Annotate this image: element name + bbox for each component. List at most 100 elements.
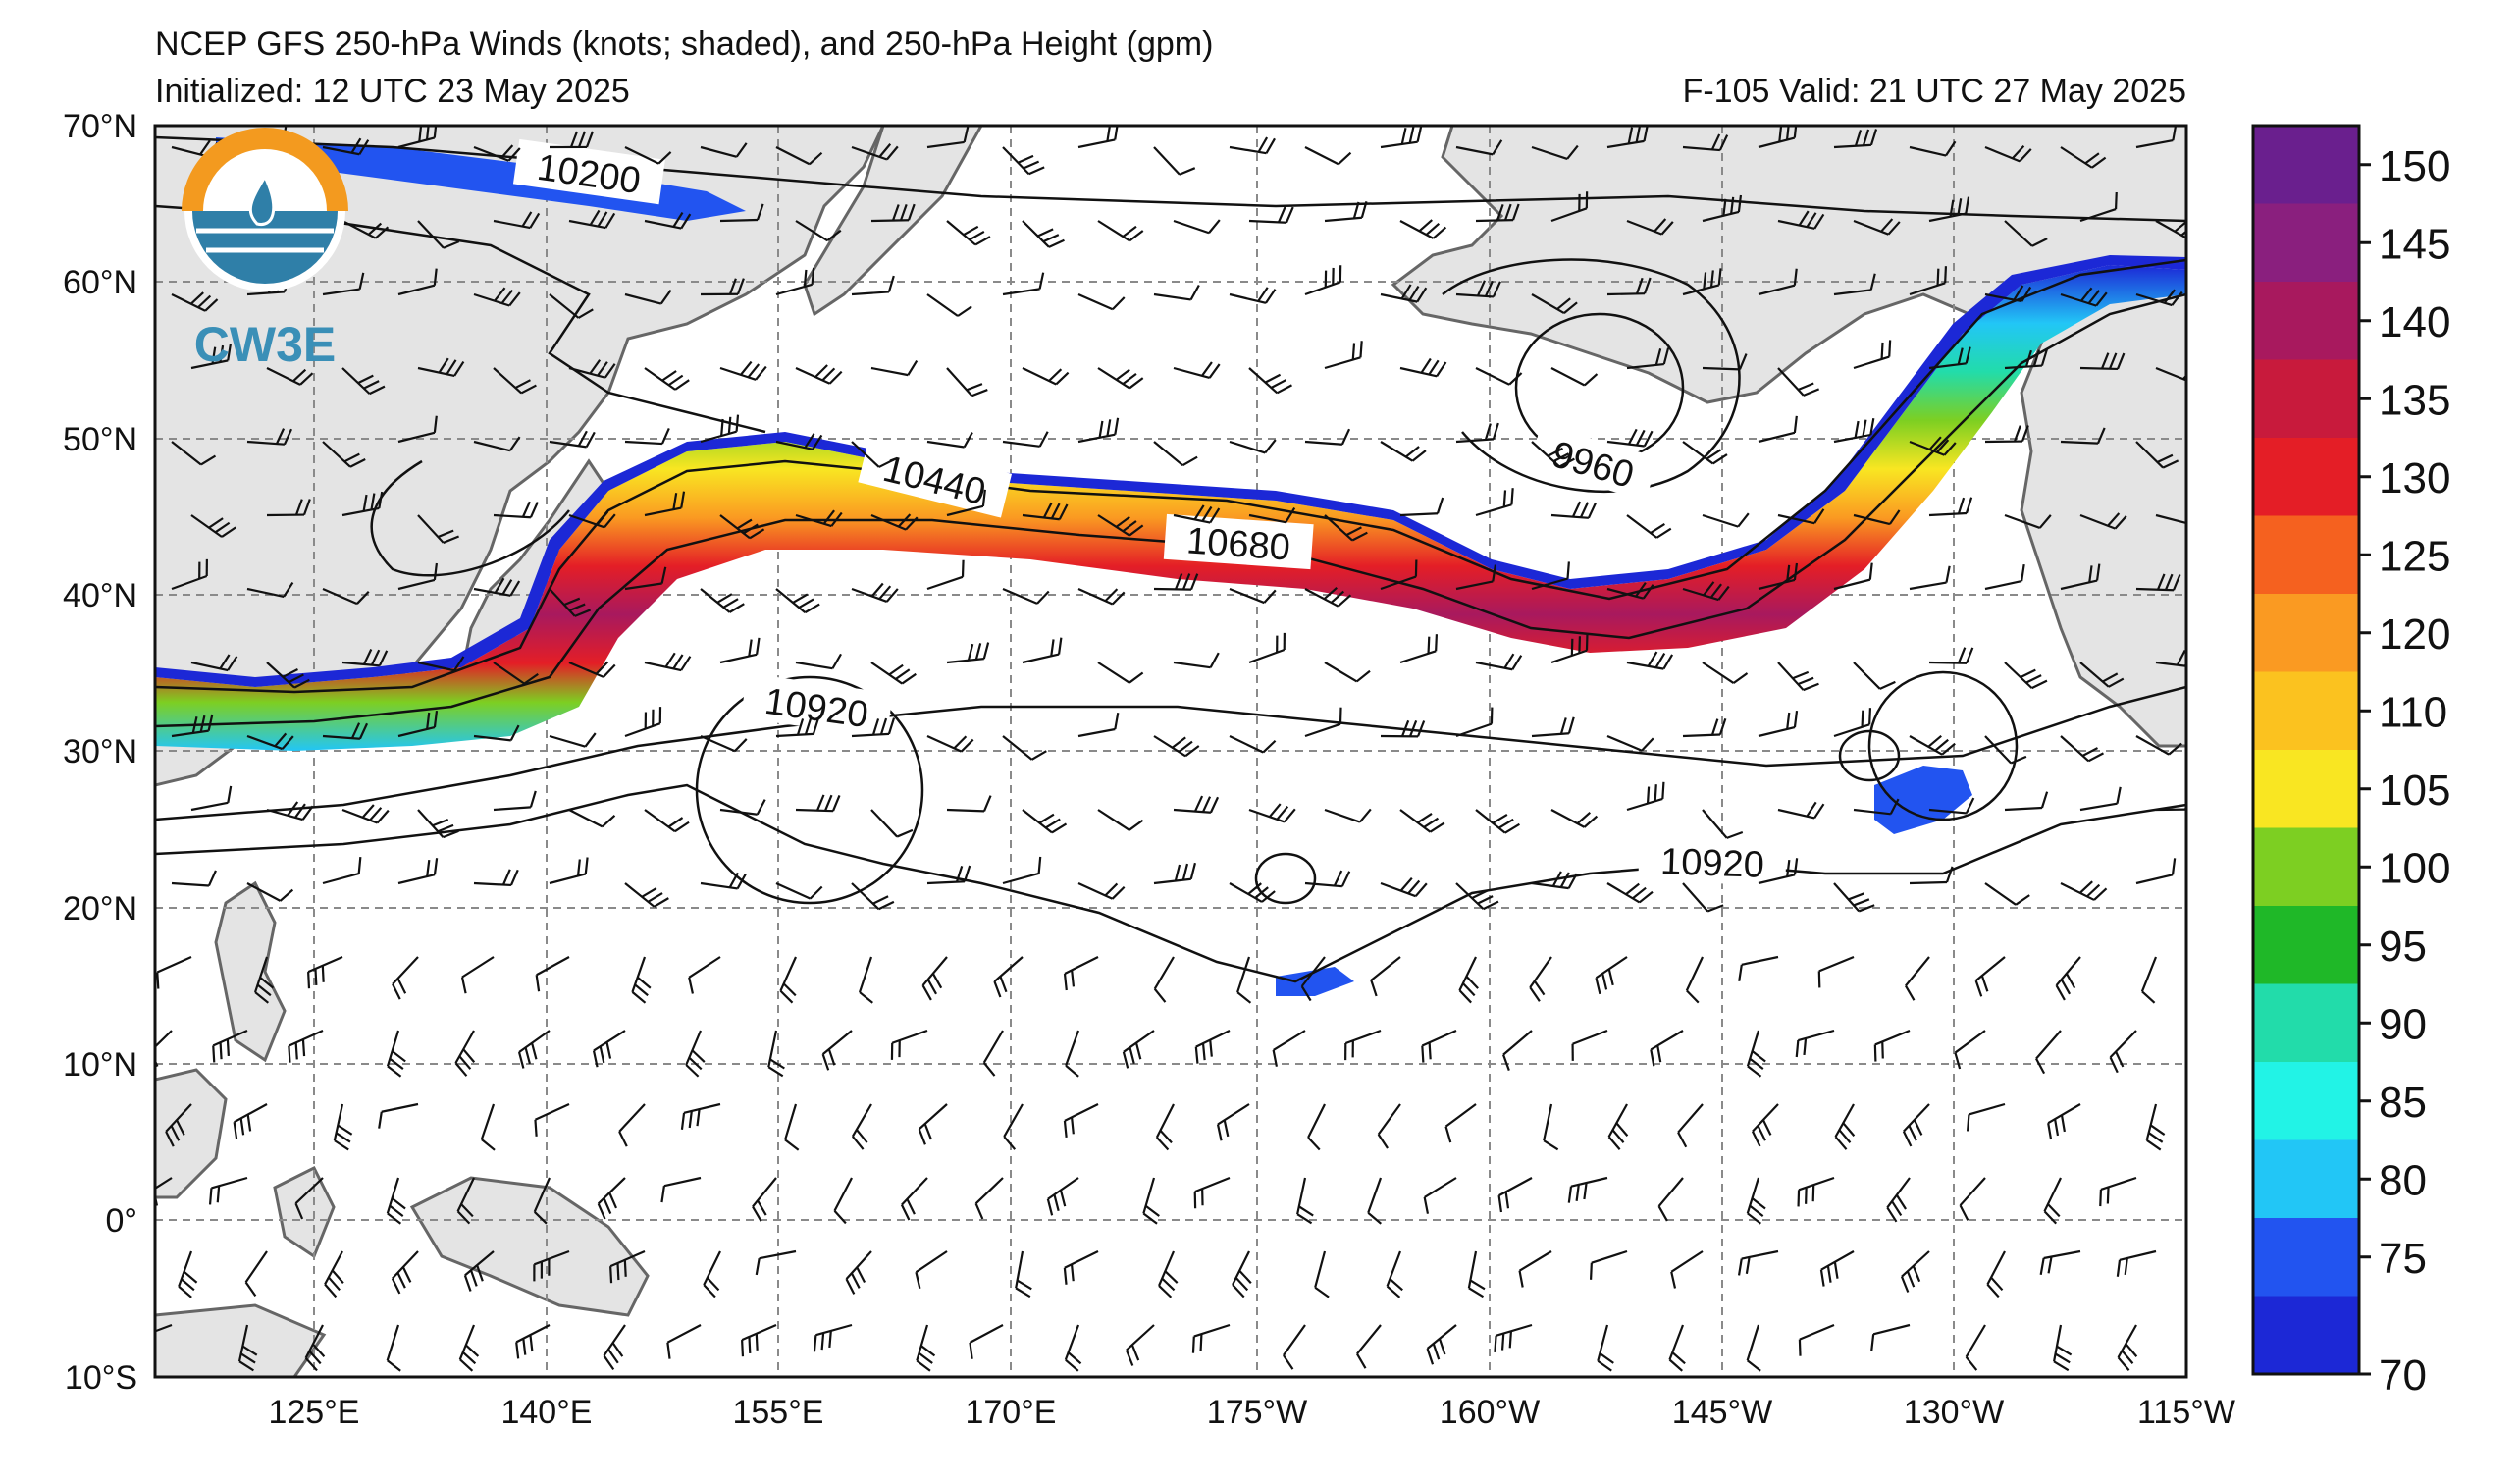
wind-barb (1606, 277, 1652, 296)
wind-barb (458, 1324, 480, 1372)
wind-barb (1003, 1103, 1024, 1150)
wind-barb (1173, 504, 1221, 524)
wind-barb (1153, 284, 1200, 301)
colorbar-swatch (2253, 126, 2359, 204)
wind-barb (1702, 353, 1748, 371)
wind-barb (515, 1324, 551, 1359)
wind-barb (1909, 734, 1956, 756)
wind-barb (1153, 956, 1175, 1003)
wind-barb (2060, 427, 2106, 445)
wind-barb (741, 1323, 777, 1357)
wind-barb (1571, 1029, 1608, 1061)
wind-barb (1097, 367, 1144, 390)
wind-barb (1367, 1177, 1383, 1225)
wind-barb (1494, 1323, 1533, 1352)
wind-barb (454, 1030, 476, 1077)
wind-barb (890, 1029, 928, 1060)
wind-barb (700, 414, 740, 444)
wind-barb (1142, 1177, 1160, 1225)
wind-barb (341, 804, 390, 824)
wind-barb (1795, 1029, 1835, 1058)
wind-barb (1229, 882, 1276, 903)
wind-barb (549, 857, 589, 885)
colorbar-swatch (2253, 203, 2359, 283)
wind-barb (534, 1102, 570, 1137)
wind-barb (946, 367, 988, 397)
colorbar-label: 85 (2379, 1079, 2427, 1127)
wind-barb (1097, 662, 1144, 684)
wind-barb (1531, 441, 1575, 468)
longitude-ticks: 125°E 140°E 155°E 170°E 175°W 160°W 145°… (268, 1394, 2234, 1431)
wind-barb (1324, 514, 1368, 542)
colorbar-swatch (2253, 827, 2359, 907)
colorbar-label: 135 (2379, 376, 2450, 424)
wind-barb (1682, 717, 1727, 738)
wind-barb (926, 432, 973, 449)
wind-barb (2055, 956, 2081, 1001)
wind-barb (266, 801, 314, 821)
wind-barb (870, 203, 916, 223)
lat-tick-label: 50°N (63, 421, 137, 458)
map-border (153, 124, 2188, 1379)
wind-barb (1685, 956, 1704, 1004)
wind-barb (2060, 146, 2107, 169)
wind-barb (982, 1030, 1004, 1077)
wind-barb (1529, 956, 1552, 1002)
wind-barb (1324, 662, 1371, 683)
wind-barb (1984, 735, 2027, 765)
wind-barb (1518, 1250, 1552, 1288)
wind-barb (1426, 1324, 1457, 1365)
wind-barb (2079, 662, 2125, 688)
wind-barb (2060, 287, 2108, 307)
colorbar-swatch (2253, 1062, 2359, 1140)
wind-barb (1475, 367, 1523, 386)
wind-barb (1626, 514, 1672, 539)
wind-barb (1304, 870, 1351, 888)
wind-barb (2043, 1177, 2062, 1225)
wind-barb (1153, 441, 1198, 467)
wind-barb (1682, 133, 1729, 152)
wind-barb (1475, 203, 1520, 223)
wind-barb (1531, 561, 1570, 591)
wind-barb (1283, 1324, 1306, 1370)
wind-barb (1746, 1030, 1766, 1078)
wind-barb (333, 1103, 353, 1151)
wind-barb (1550, 367, 1599, 387)
wind-barb (1928, 647, 1974, 664)
logo-text: CW3E (194, 317, 336, 372)
colorbar-swatch (2253, 515, 2359, 595)
wind-barb (1984, 882, 2030, 906)
wind-barb (1886, 1177, 1911, 1223)
wind-barb (1155, 1103, 1175, 1151)
valid-time: F-105 Valid: 21 UTC 27 May 2025 (1683, 73, 2186, 110)
wind-barb (1022, 809, 1068, 834)
wind-barb (1077, 881, 1126, 900)
wind-barb (1380, 559, 1418, 591)
wind-barb (156, 955, 192, 989)
wind-barb (1606, 428, 1654, 448)
wind-barb (1125, 1324, 1155, 1366)
wind-barb (775, 588, 820, 614)
wind-barb (926, 559, 965, 591)
wind-barb (304, 1324, 326, 1372)
wind-barb (1324, 200, 1368, 223)
wind-barb (900, 1177, 928, 1221)
wind-barb (688, 956, 721, 994)
wind-barb (1158, 1250, 1179, 1298)
wind-barb (1380, 719, 1426, 738)
wind-barb (1606, 882, 1654, 904)
wind-barb (549, 588, 592, 617)
wind-barb (1097, 809, 1144, 831)
wind-barb (1467, 1250, 1486, 1298)
wind-barb (1626, 347, 1670, 370)
wind-barb (1777, 367, 1820, 397)
wind-barb (246, 581, 294, 599)
wind-barb (322, 857, 362, 885)
wind-barb (165, 1103, 192, 1147)
wind-barb (288, 1029, 324, 1063)
wind-barb (397, 562, 438, 591)
wind-barb (993, 956, 1024, 998)
wind-barb (609, 1249, 646, 1284)
wind-barb (2099, 1176, 2137, 1207)
